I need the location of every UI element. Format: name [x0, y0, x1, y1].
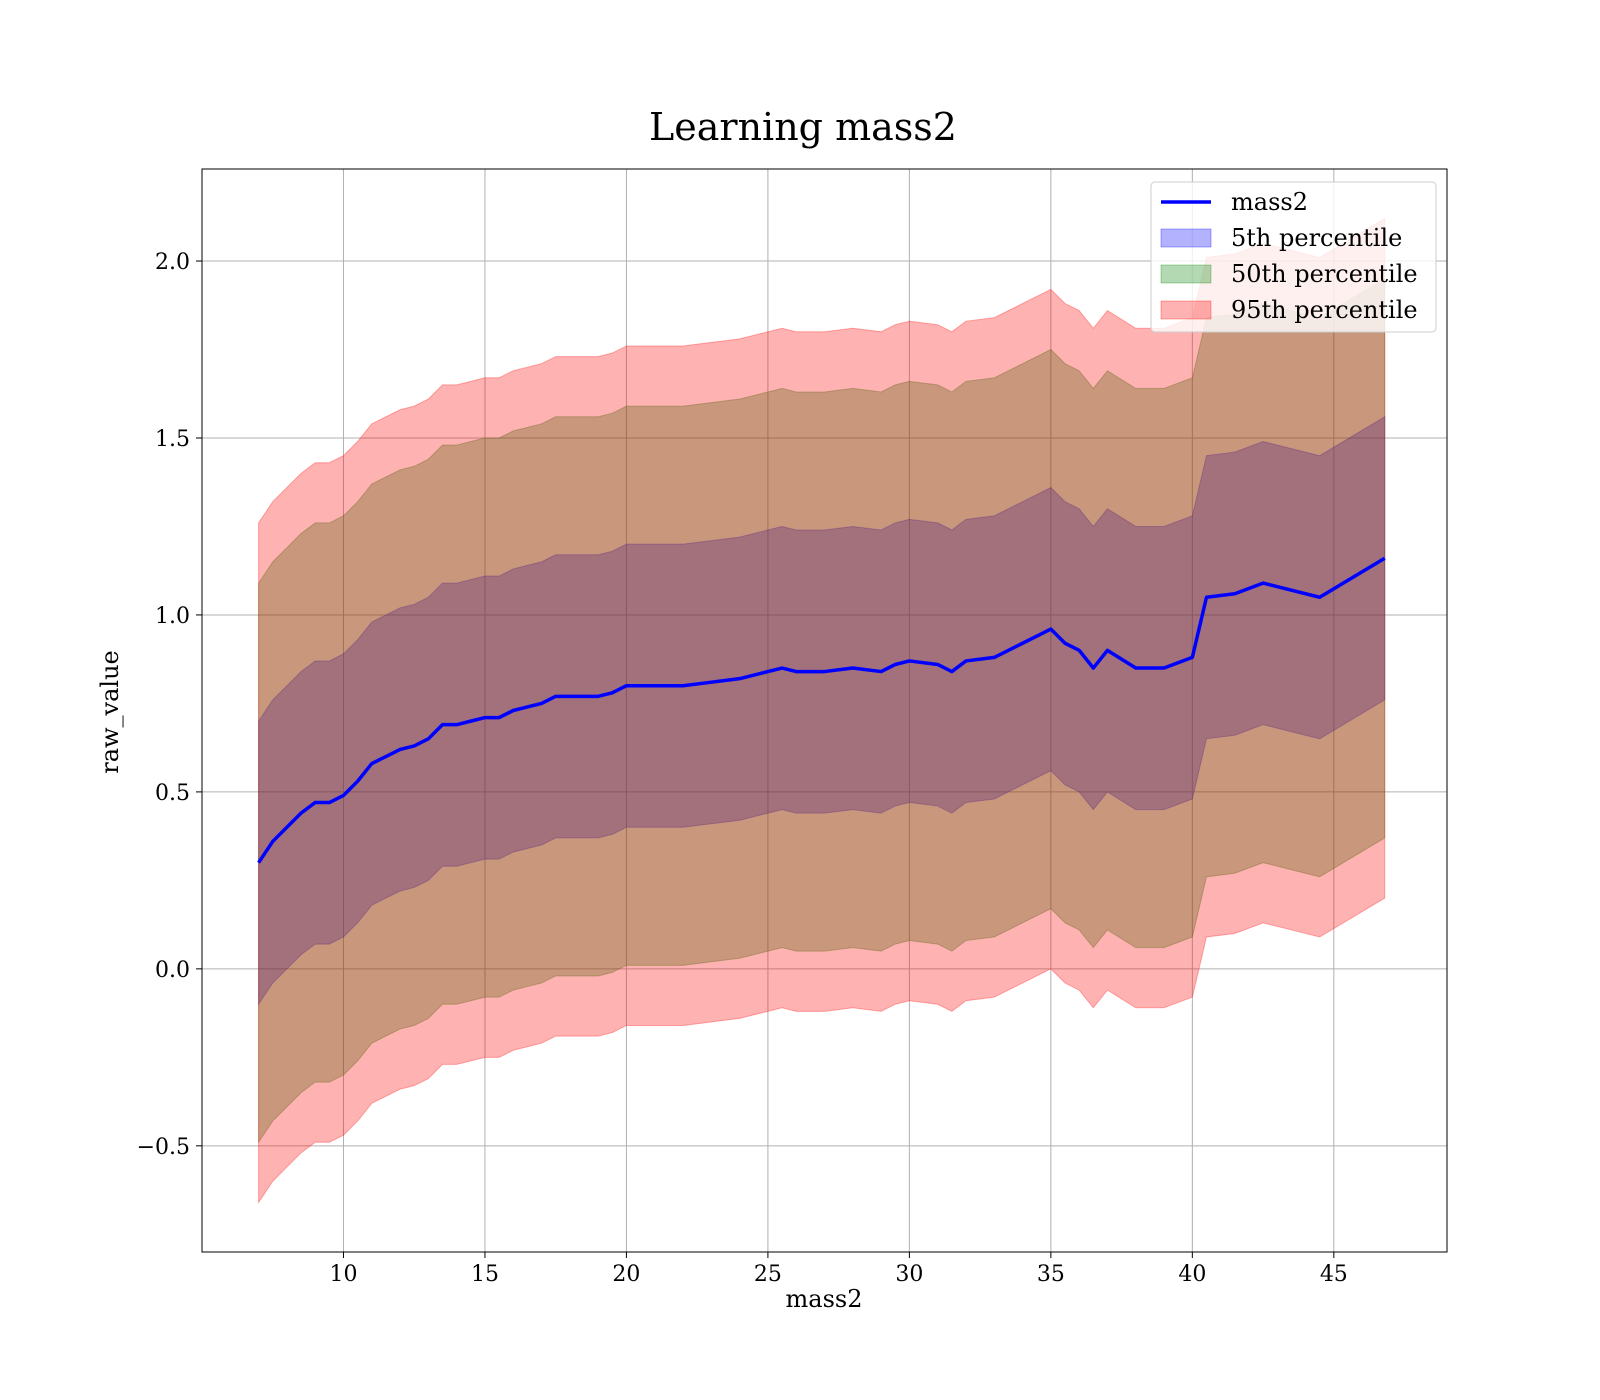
- plot-frame: [201, 168, 1448, 1253]
- band-95th-percentile: [258, 217, 1386, 1205]
- legend-box: [1150, 181, 1437, 333]
- percentile-bands: [258, 217, 1386, 1205]
- chart-title: Learning mass2: [649, 105, 957, 149]
- legend-label: 50th percentile: [1231, 260, 1418, 288]
- legend-patch-swatch: [1160, 264, 1212, 284]
- y-tick-label: −0.5: [137, 1135, 190, 1160]
- legend-label: mass2: [1231, 188, 1308, 216]
- x-tick-label: 15: [471, 1262, 499, 1287]
- x-axis-label: mass2: [786, 1285, 863, 1313]
- y-tick-label: 0.0: [155, 958, 190, 983]
- x-tick-label: 10: [329, 1262, 357, 1287]
- x-tick-label: 20: [612, 1262, 640, 1287]
- x-tick-label: 25: [754, 1262, 782, 1287]
- x-tick-label: 35: [1037, 1262, 1065, 1287]
- y-tick-label: 1.5: [155, 427, 190, 452]
- y-axis-label: raw_value: [96, 650, 124, 774]
- series-line-mass2: [257, 556, 1386, 864]
- y-tick-label: 0.5: [155, 781, 190, 806]
- y-tick-label: 2.0: [155, 250, 190, 275]
- y-tick-label: 1.0: [155, 604, 190, 629]
- legend-patch-swatch: [1160, 300, 1212, 320]
- x-tick-label: 45: [1320, 1262, 1348, 1287]
- series-lines: [257, 556, 1386, 864]
- axis-ticks: 10 15 20 25 30 35 40 45 −0.5 0.0 0.5 1.0 1.5 2.0: [137, 250, 1348, 1287]
- x-tick-label: 40: [1178, 1262, 1206, 1287]
- legend-patch-swatch: [1160, 228, 1212, 248]
- legend: mass2 5th percentile 50th percentile 95th p…: [1150, 181, 1437, 333]
- band-5th-percentile: [258, 415, 1386, 1006]
- legend-label: 95th percentile: [1231, 296, 1418, 324]
- band-50th-percentile: [258, 277, 1386, 1144]
- x-tick-label: 30: [895, 1262, 923, 1287]
- legend-label: 5th percentile: [1231, 224, 1402, 252]
